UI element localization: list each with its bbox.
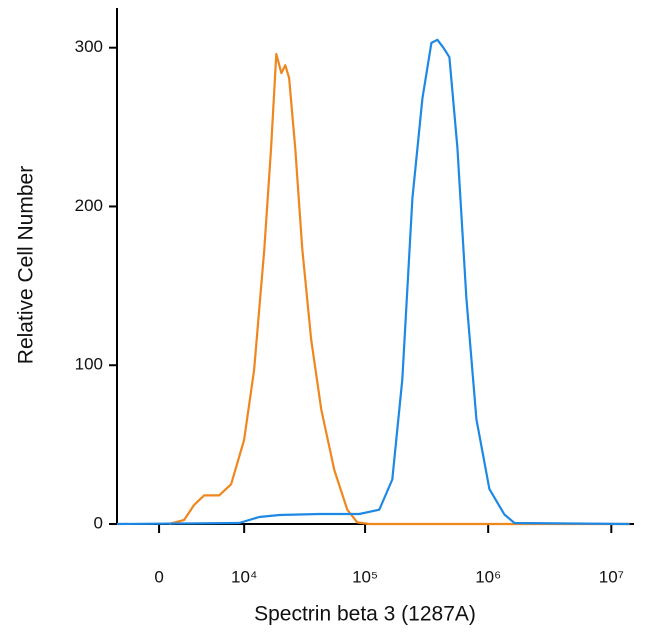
histogram-line	[168, 52, 630, 526]
x-tick-label: 10⁶	[475, 567, 501, 586]
x-tick-label: 10⁵	[352, 567, 378, 586]
x-tick-label: 10⁴	[231, 567, 257, 586]
y-tick-label: 200	[75, 196, 103, 215]
histogram-line	[116, 38, 630, 526]
y-tick-label: 0	[94, 513, 103, 532]
x-tick-label: 10⁷	[599, 567, 624, 586]
y-tick-label: 300	[75, 37, 103, 56]
y-axis-title: Relative Cell Number	[15, 166, 38, 364]
y-tick-label: 100	[75, 355, 103, 374]
x-axis-title: Spectrin beta 3 (1287A)	[254, 603, 476, 626]
x-tick-label: 0	[154, 567, 163, 586]
